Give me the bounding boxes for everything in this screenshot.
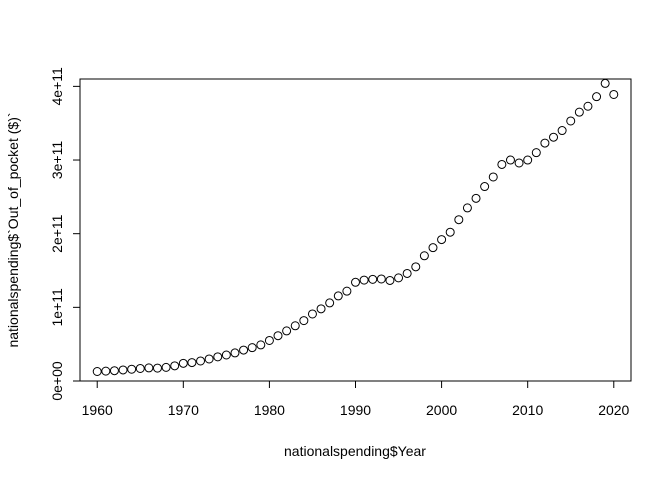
data-point [609, 89, 619, 99]
data-point [161, 362, 171, 372]
data-point [127, 364, 137, 374]
data-point [92, 366, 102, 376]
data-point [152, 363, 162, 373]
data-point [351, 277, 360, 287]
data-point [368, 274, 378, 284]
data-point [462, 203, 472, 213]
data-point [557, 126, 567, 136]
data-point [497, 159, 507, 169]
data-point [600, 78, 610, 88]
data-point [282, 326, 292, 336]
data-point [566, 116, 576, 126]
data-point [428, 243, 438, 253]
x-tick-label: 1980 [254, 402, 285, 418]
x-tick-label: 2010 [512, 402, 543, 418]
y-axis: 0e+00 1e+11 2e+11 3e+11 4e+11 [49, 67, 81, 401]
data-point [523, 155, 533, 165]
data-point [316, 304, 326, 314]
data-point [204, 354, 214, 364]
data-point [144, 363, 154, 373]
data-point [256, 340, 266, 350]
data-point [247, 343, 257, 353]
data-point [385, 275, 395, 285]
data-point [101, 366, 111, 376]
x-axis: 1960 1970 1980 1990 2000 2010 2020 [82, 380, 630, 418]
data-point [419, 251, 429, 261]
data-point [307, 309, 317, 319]
y-tick-label: 2e+11 [49, 214, 65, 252]
data-points [92, 78, 619, 376]
data-point [333, 291, 343, 301]
data-point [290, 321, 300, 331]
plot-frame [79, 78, 632, 382]
data-point [230, 348, 240, 358]
data-point [411, 262, 421, 272]
data-point [437, 235, 447, 245]
data-point [574, 107, 584, 117]
data-point [480, 182, 490, 192]
x-tick-label: 1970 [168, 402, 199, 418]
data-point [445, 227, 455, 237]
data-point [592, 92, 602, 102]
data-point [170, 361, 180, 371]
data-point [488, 172, 498, 182]
y-tick-label: 4e+11 [49, 67, 65, 105]
data-point [239, 345, 249, 355]
data-point [402, 268, 412, 278]
data-point [376, 274, 386, 284]
data-point [583, 101, 593, 111]
x-tick-label: 2020 [598, 402, 629, 418]
data-point [531, 148, 541, 158]
data-point [505, 155, 515, 165]
data-point [178, 358, 188, 368]
data-point [540, 138, 550, 148]
data-point [549, 132, 559, 142]
x-tick-label: 1990 [340, 402, 371, 418]
y-tick-label: 1e+11 [49, 288, 65, 326]
data-point [221, 350, 231, 360]
data-point [196, 356, 206, 366]
data-point [109, 366, 119, 376]
data-point [135, 363, 145, 373]
data-point [394, 273, 404, 283]
x-axis-title: nationalspending$Year [284, 443, 426, 459]
y-tick-label: 3e+11 [49, 141, 65, 179]
data-point [273, 331, 283, 341]
data-point [213, 352, 223, 362]
data-point [514, 158, 524, 168]
data-point [359, 275, 369, 285]
y-axis-title: nationalspending$`Out_of_pocket ($)` [5, 112, 21, 347]
data-point [325, 298, 335, 308]
x-tick-label: 1960 [82, 402, 113, 418]
data-point [454, 215, 464, 225]
data-point [471, 193, 481, 203]
data-point [187, 358, 197, 368]
y-tick-label: 0e+00 [49, 361, 65, 401]
data-point [118, 365, 128, 375]
data-point [342, 286, 352, 296]
data-point [299, 316, 309, 326]
data-point [264, 335, 274, 345]
x-tick-label: 2000 [426, 402, 457, 418]
